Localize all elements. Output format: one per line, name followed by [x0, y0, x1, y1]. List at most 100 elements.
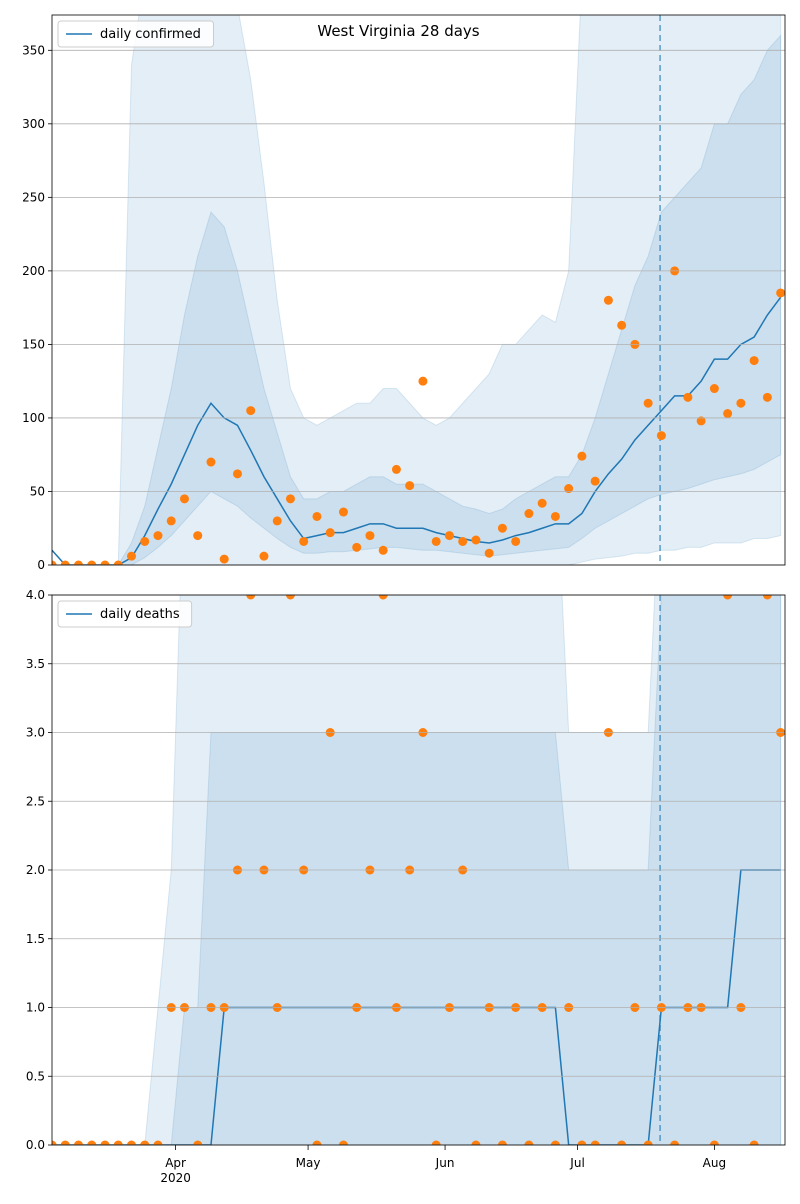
y-tick-label: 2.0 — [26, 863, 45, 877]
point — [405, 481, 415, 491]
x-tick-label: Aug — [703, 1156, 726, 1170]
point — [736, 398, 746, 408]
y-tick-label: 1.5 — [26, 932, 45, 946]
y-tick-label: 1.0 — [26, 1001, 45, 1015]
panel: 0.0 0.5 1.0 1.5 2.0 2.5 3.0 3.5 4.0 Apr 2020 May Jun… — [26, 588, 786, 1185]
point — [87, 1140, 97, 1145]
point — [391, 464, 401, 474]
point — [709, 384, 719, 394]
point — [617, 1140, 627, 1145]
point — [126, 1140, 136, 1145]
y-tick-label: 3.5 — [26, 657, 45, 671]
point — [73, 560, 83, 565]
y-tick-label: 200 — [22, 264, 45, 278]
x-tick-label: Jul — [569, 1156, 584, 1170]
y-tick-label: 0 — [37, 558, 45, 572]
legend-label: daily deaths — [100, 607, 180, 622]
legend-label: daily confirmed — [100, 27, 201, 42]
point — [352, 542, 362, 552]
point — [325, 528, 335, 538]
point — [206, 457, 216, 467]
point — [511, 536, 521, 546]
legend-box — [57, 600, 193, 628]
point — [285, 494, 295, 504]
point — [603, 295, 613, 305]
y-tick-label: 350 — [22, 43, 45, 57]
point — [52, 1140, 57, 1145]
point — [497, 523, 507, 533]
point — [378, 595, 388, 600]
x-tick-label: May — [296, 1156, 321, 1170]
point — [100, 1140, 110, 1145]
point — [365, 531, 375, 541]
point — [418, 376, 428, 386]
point — [193, 1140, 203, 1145]
point — [166, 516, 176, 526]
point — [378, 545, 388, 555]
point — [749, 1140, 759, 1145]
point — [683, 392, 693, 402]
point — [140, 536, 150, 546]
point — [444, 531, 454, 541]
x-tick-label-line: Jun — [435, 1156, 455, 1170]
point — [153, 1140, 163, 1145]
point — [259, 551, 269, 561]
point — [232, 469, 242, 479]
point — [643, 1140, 653, 1145]
point — [497, 1140, 507, 1145]
y-tick-label: 0.5 — [26, 1069, 45, 1083]
point — [126, 551, 136, 561]
point — [471, 1140, 481, 1145]
x-tick-label-line: May — [296, 1156, 321, 1170]
y-tick-label: 50 — [30, 484, 45, 498]
point — [312, 1140, 322, 1145]
x-tick-label-line: Apr — [165, 1156, 186, 1170]
point — [60, 1140, 70, 1145]
point — [564, 484, 574, 494]
point — [670, 1140, 680, 1145]
axes-frame — [51, 14, 786, 566]
point — [643, 398, 653, 408]
y-tick-label: 2.5 — [26, 794, 45, 808]
point — [723, 409, 733, 419]
point — [776, 288, 785, 298]
point — [471, 535, 481, 545]
point — [696, 416, 706, 426]
point — [590, 1140, 600, 1145]
point — [193, 531, 203, 541]
point — [246, 406, 256, 416]
point — [338, 507, 348, 517]
point — [431, 536, 441, 546]
x-tick-label: Jun — [435, 1156, 455, 1170]
point — [73, 1140, 83, 1145]
point — [153, 531, 163, 541]
axes-frame — [51, 594, 786, 1146]
point — [299, 536, 309, 546]
x-tick-label-line: Jul — [569, 1156, 584, 1170]
y-tick-label: 300 — [22, 117, 45, 131]
point — [524, 509, 534, 519]
point — [312, 511, 322, 521]
point — [762, 595, 772, 600]
point — [272, 516, 282, 526]
legend-box — [57, 20, 214, 48]
y-tick-label: 150 — [22, 337, 45, 351]
point — [577, 451, 587, 461]
point — [219, 554, 229, 564]
point — [100, 560, 110, 565]
band — [52, 34, 782, 565]
point — [140, 1140, 150, 1145]
point — [590, 476, 600, 486]
point — [431, 1140, 441, 1145]
y-tick-label: 250 — [22, 190, 45, 204]
y-tick-label: 100 — [22, 411, 45, 425]
point — [617, 320, 627, 330]
point — [179, 494, 189, 504]
point — [709, 1140, 719, 1145]
point — [550, 511, 560, 521]
y-tick-label: 0.0 — [26, 1138, 45, 1152]
point — [577, 1140, 587, 1145]
point — [285, 595, 295, 600]
point — [87, 560, 97, 565]
point — [723, 595, 733, 600]
